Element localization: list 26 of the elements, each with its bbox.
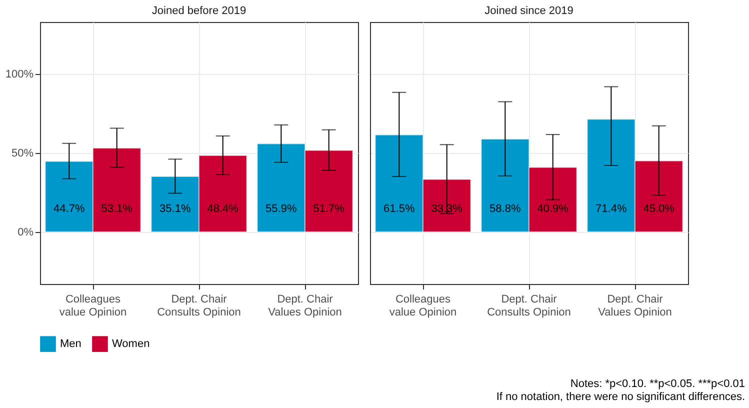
data-label: 51.7% — [313, 202, 345, 215]
data-label: 61.5% — [384, 202, 415, 215]
legend-label: Men — [60, 338, 82, 350]
chart-title: Joined since 2019 — [484, 5, 574, 17]
x-tick-label: Colleagues value Opinion — [389, 294, 457, 318]
data-label: 55.9% — [266, 202, 297, 215]
x-tick-label: Dept. Chair Consults Opinion — [157, 294, 241, 318]
chart-title: Joined before 2019 — [152, 5, 246, 17]
data-label: 48.4% — [207, 202, 239, 215]
text: Notes: *p<0.10. **p<0.05. ***p<0.01 — [569, 378, 745, 391]
data-label: 53.1% — [101, 202, 133, 215]
y-tick-label: 50% — [11, 148, 34, 160]
x-tick-label: Colleagues value Opinion — [59, 294, 127, 318]
legend-label: Women — [112, 338, 150, 350]
data-label: 40.9% — [537, 202, 569, 215]
y-tick-label: 100% — [5, 68, 34, 81]
data-label: 71.4% — [596, 202, 627, 215]
data-label: 35.1% — [160, 202, 191, 215]
x-tick-label: Dept. Chair Values Opinion — [268, 294, 342, 318]
x-tick-label: Dept. Chair Consults Opinion — [487, 294, 571, 318]
y-tick-label: 0% — [18, 226, 34, 238]
data-label: 44.7% — [54, 202, 85, 215]
x-tick-label: Dept. Chair Values Opinion — [598, 294, 672, 318]
text: If no notation, there were no significant differences. — [496, 391, 745, 404]
data-label: 45.0% — [643, 202, 675, 215]
data-label: 58.8% — [490, 202, 521, 215]
